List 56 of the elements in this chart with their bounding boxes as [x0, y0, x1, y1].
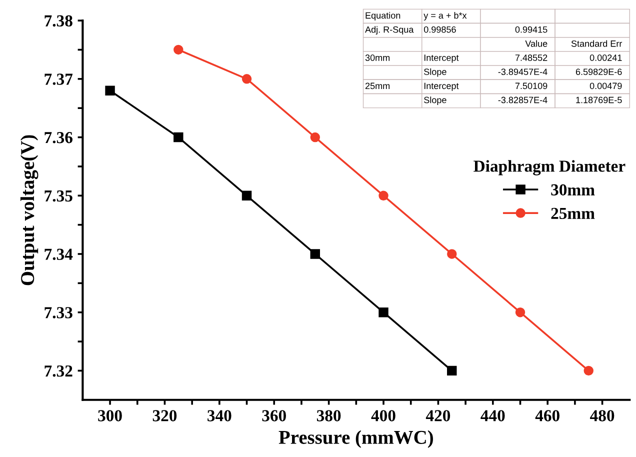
- y-axis-title: Output voltage(V): [20, 135, 38, 286]
- point: [447, 249, 457, 259]
- point: [242, 190, 252, 200]
- annotation: 1.18769E-5: [576, 96, 622, 104]
- y-tick-label: 7.32: [44, 365, 72, 377]
- x-tick-label: 320: [152, 410, 177, 422]
- x-tick-label: 480: [590, 410, 614, 422]
- annotation: 7.48552: [515, 54, 548, 61]
- annotation: -3.82857E-4: [498, 96, 548, 104]
- point: [105, 86, 115, 96]
- annotation: 6.59829E-6: [576, 68, 622, 76]
- point: [515, 307, 526, 318]
- annotation: 25mm: [365, 82, 390, 90]
- annotation: Intercept: [424, 54, 459, 63]
- x-tick-label: 400: [371, 410, 396, 422]
- y-tick-label: 7.35: [44, 190, 72, 202]
- point: [310, 249, 320, 259]
- point: [174, 132, 184, 142]
- text: Equation: [366, 12, 400, 20]
- annotation: 0.00479: [590, 82, 622, 90]
- x-tick-label: 420: [426, 410, 450, 422]
- legend-label: 30mm: [551, 184, 595, 196]
- y-tick-label: 7.37: [44, 74, 73, 85]
- y-tick-label: 7.34: [44, 248, 73, 260]
- point: [584, 366, 594, 376]
- point: [378, 190, 388, 200]
- annotation: Value: [525, 40, 548, 47]
- point: [378, 307, 388, 318]
- annotation: Slope: [424, 96, 446, 105]
- annotation: 30mm: [365, 54, 390, 61]
- x-tick-label: 440: [480, 410, 505, 422]
- x-tick-label: 360: [262, 410, 286, 422]
- annotation: -3.89457E-4: [498, 68, 548, 76]
- y-tick-label: 7.33: [44, 307, 72, 318]
- x-tick-label: 300: [98, 410, 122, 422]
- point: [447, 366, 457, 376]
- annotation: 7.50109: [515, 82, 548, 90]
- y-tick-label: 7.36: [44, 132, 72, 144]
- text: y = a + b*x: [424, 12, 467, 20]
- annotation: Intercept: [424, 82, 459, 91]
- point: [174, 44, 184, 55]
- annotation: 0.99415: [515, 26, 548, 33]
- legend-title: Diaphragm Diameter: [474, 160, 626, 176]
- legend-label: 25mm: [551, 208, 595, 220]
- x-axis-title: Pressure (mmWC): [278, 430, 433, 448]
- x-tick-label: 340: [208, 410, 232, 422]
- y-tick-label: 7.38: [44, 15, 72, 27]
- point: [242, 74, 252, 84]
- annotation: Adj. R-Squa: [365, 26, 414, 35]
- annotation: 0.99856: [424, 26, 456, 33]
- annotation: 0.00241: [590, 54, 622, 61]
- annotation: Standard Err: [571, 40, 622, 47]
- x-tick-label: 460: [535, 410, 560, 422]
- annotation: Slope: [424, 68, 446, 77]
- x-tick-label: 380: [316, 410, 341, 422]
- point: [310, 132, 320, 142]
